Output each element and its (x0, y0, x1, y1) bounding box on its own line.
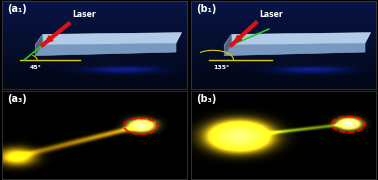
Text: (a₁): (a₁) (8, 4, 27, 13)
Text: (a₃): (a₃) (8, 94, 27, 104)
Polygon shape (35, 43, 176, 56)
Polygon shape (224, 33, 370, 45)
Text: (b₁): (b₁) (197, 4, 217, 13)
Text: 45°: 45° (29, 65, 42, 70)
Polygon shape (224, 34, 232, 56)
Polygon shape (224, 43, 365, 56)
Ellipse shape (37, 58, 181, 67)
Text: Laser: Laser (259, 10, 283, 19)
Text: 135°: 135° (213, 65, 229, 70)
Text: Laser: Laser (72, 10, 96, 19)
Ellipse shape (226, 58, 370, 67)
Text: (b₃): (b₃) (197, 94, 217, 104)
Polygon shape (35, 33, 181, 45)
Polygon shape (35, 34, 43, 56)
